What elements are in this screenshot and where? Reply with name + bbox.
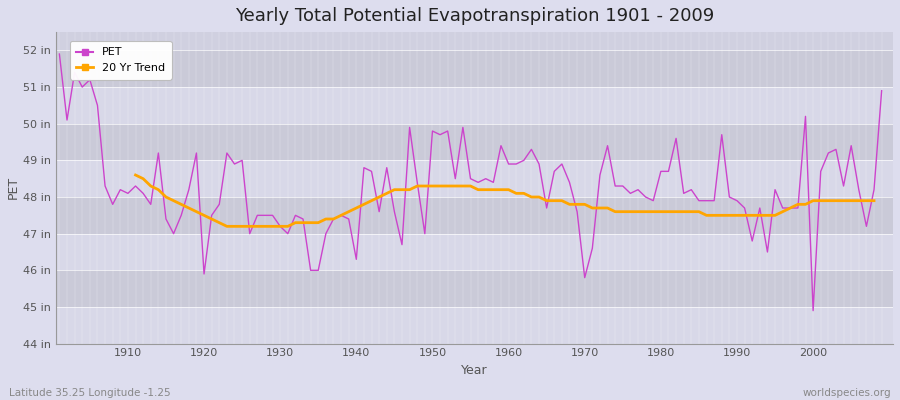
Y-axis label: PET: PET: [7, 176, 20, 200]
Legend: PET, 20 Yr Trend: PET, 20 Yr Trend: [69, 41, 172, 80]
Bar: [56, 87, 893, 124]
Bar: [56, 234, 893, 270]
Bar: [56, 50, 893, 87]
Text: worldspecies.org: worldspecies.org: [803, 388, 891, 398]
Title: Yearly Total Potential Evapotranspiration 1901 - 2009: Yearly Total Potential Evapotranspiratio…: [235, 7, 714, 25]
Bar: [56, 270, 893, 307]
Bar: [56, 124, 893, 160]
Bar: [56, 160, 893, 197]
X-axis label: Year: Year: [461, 364, 488, 377]
Bar: [56, 197, 893, 234]
Bar: [56, 307, 893, 344]
Text: Latitude 35.25 Longitude -1.25: Latitude 35.25 Longitude -1.25: [9, 388, 171, 398]
